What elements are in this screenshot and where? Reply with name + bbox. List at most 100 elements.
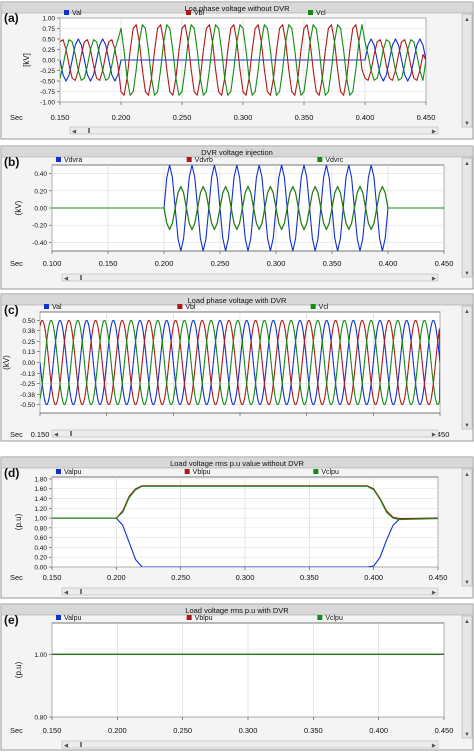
x-tick-label: 0.200 — [108, 726, 127, 735]
y-tick-label: -0.75 — [40, 89, 55, 96]
x-tick-label: 0.350 — [304, 726, 323, 735]
y-axis-label: (kV) — [14, 200, 23, 215]
time-scroll-rail[interactable] — [61, 587, 439, 596]
scroll-right-arrow-icon: ▶ — [432, 743, 437, 749]
y-tick-label: -0.25 — [40, 68, 55, 75]
chart-title: Load phase voltage with DVR — [188, 296, 287, 305]
y-tick-label: -0.38 — [20, 392, 35, 399]
y-tick-label: 0.25 — [22, 339, 35, 346]
y-tick-label: 0.20 — [34, 188, 47, 195]
y-tick-label: 0.40 — [34, 171, 47, 178]
x-tick-label: 0.200 — [112, 113, 131, 122]
legend-swatch — [313, 469, 319, 474]
panel-letter: (a) — [4, 11, 19, 25]
y-tick-label: -0.13 — [20, 371, 35, 378]
chart-panel-a: Loa phase voltage without DVR (a) ▲ ▼ Val Vbl… — [0, 1, 474, 140]
scroll-thumb[interactable] — [80, 589, 82, 594]
scroll-down-arrow-icon: ▼ — [464, 271, 470, 277]
vertical-scrollbar[interactable] — [461, 157, 473, 278]
y-tick-label: 0.25 — [42, 47, 55, 54]
vertical-scrollbar[interactable] — [461, 13, 473, 128]
y-tick-label: -0.20 — [32, 223, 47, 230]
y-axis-label: [kV] — [22, 53, 31, 67]
scroll-right-arrow-icon: ▶ — [432, 129, 437, 135]
legend-swatch — [56, 615, 61, 620]
panel-letter: (b) — [4, 155, 19, 169]
legend-swatch — [56, 157, 61, 162]
x-axis-label: Sec — [10, 113, 23, 122]
scroll-thumb[interactable] — [70, 431, 72, 436]
vertical-scrollbar[interactable] — [461, 468, 473, 587]
scroll-left-arrow-icon: ◀ — [72, 129, 77, 135]
legend-swatch — [184, 469, 190, 474]
series-line-vclpu — [52, 485, 438, 521]
y-tick-label: -0.50 — [20, 402, 35, 409]
y-tick-label: 1.60 — [34, 486, 47, 493]
chart-panel-c: Load phase voltage with DVR (c) ▲ ▼ Val Vbl Vc… — [0, 293, 474, 442]
x-tick-label: 0.400 — [369, 726, 388, 735]
title-bar — [0, 603, 474, 616]
y-axis-label: (p.u) — [14, 661, 23, 678]
scroll-thumb[interactable] — [80, 275, 82, 280]
y-tick-label: 1.40 — [34, 496, 47, 503]
panel-letter: (e) — [4, 613, 19, 627]
legend-entry: Vdvra — [64, 157, 82, 164]
chart-title: Loa phase voltage without DVR — [184, 4, 290, 13]
scroll-down-arrow-icon: ▼ — [464, 732, 470, 738]
x-tick-label: 0.450 — [435, 726, 454, 735]
x-tick-label: 0.450 — [429, 573, 448, 582]
y-axis-label: (p.u) — [14, 513, 23, 530]
x-tick-label: 0.150 — [99, 259, 118, 268]
legend-swatch — [317, 157, 323, 162]
legend-swatch — [186, 157, 192, 162]
y-tick-label: 1.00 — [34, 516, 47, 523]
x-tick-label: 0.350 — [300, 573, 319, 582]
time-scroll-rail[interactable] — [69, 126, 439, 135]
x-tick-label: 0.300 — [267, 259, 286, 268]
legend-swatch — [308, 10, 313, 15]
legend-entry: Vcl — [316, 10, 326, 17]
y-tick-label: 1.20 — [34, 506, 47, 513]
y-tick-label: -0.50 — [40, 79, 55, 86]
y-tick-label: 0.00 — [34, 206, 47, 213]
x-tick-label: 0.250 — [171, 573, 190, 582]
y-tick-label: 0.50 — [22, 318, 35, 325]
y-tick-label: 0.00 — [34, 565, 47, 572]
x-axis-label: Sec — [10, 573, 23, 582]
scroll-up-arrow-icon: ▲ — [464, 619, 470, 625]
chart-panel-b: DVR voltage injection (b) ▲ ▼ Vdvra Vdvrb Vdvr… — [0, 145, 474, 290]
scroll-up-arrow-icon: ▲ — [464, 472, 470, 478]
legend-entry: Vbl — [194, 10, 205, 17]
series-line-vdvrc — [52, 185, 444, 231]
chart-title: DVR voltage injection — [201, 148, 273, 157]
legend-entry: Vcl — [319, 304, 329, 311]
series-line-vcl — [60, 24, 426, 96]
x-tick-label: 0.350 — [295, 113, 314, 122]
vertical-scrollbar[interactable] — [461, 305, 473, 430]
legend-entry: Vclpu — [325, 615, 343, 622]
x-tick-label: 0.250 — [211, 259, 230, 268]
y-tick-label: -1.00 — [40, 100, 55, 107]
legend-swatch — [317, 615, 323, 620]
time-scroll-rail[interactable] — [61, 740, 439, 749]
y-tick-label: 0.13 — [22, 349, 35, 356]
legend-swatch — [64, 10, 69, 15]
time-scroll-rail[interactable] — [61, 273, 439, 282]
y-tick-label: -0.25 — [20, 381, 35, 388]
scroll-right-arrow-icon: ▶ — [432, 432, 437, 438]
y-tick-label: 1.00 — [42, 16, 55, 23]
panel-letter: (c) — [4, 303, 19, 317]
series-line-vcl — [40, 319, 440, 406]
scroll-thumb[interactable] — [80, 742, 82, 747]
series-group — [52, 165, 444, 251]
legend-swatch — [56, 469, 61, 474]
vertical-scrollbar[interactable] — [461, 615, 473, 739]
scroll-left-arrow-icon: ◀ — [64, 276, 69, 282]
legend-swatch — [310, 304, 316, 309]
y-tick-label: 0.50 — [42, 37, 55, 44]
legend-entry: Val — [52, 304, 62, 311]
y-tick-label: 0.20 — [34, 555, 47, 562]
y-tick-label: 0.80 — [34, 525, 47, 532]
scroll-thumb[interactable] — [88, 128, 90, 133]
time-scroll-rail[interactable] — [51, 429, 439, 438]
